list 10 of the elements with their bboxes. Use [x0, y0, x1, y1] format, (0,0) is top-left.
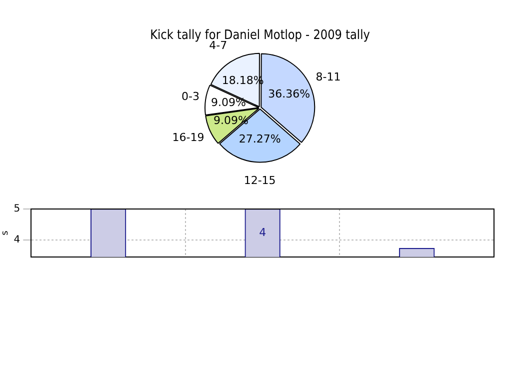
data-label: 9.09% — [210, 96, 246, 110]
slice-label: 8-11 — [316, 70, 341, 84]
slice-label: 16-19 — [172, 130, 204, 144]
y-tick-label: 5 — [14, 204, 20, 215]
data-label: 36.36% — [268, 87, 310, 100]
data-label: 27.27% — [238, 132, 281, 146]
annotation: 4 — [259, 226, 266, 239]
slice-label: 12-15 — [244, 174, 276, 187]
slice-label: 0-3 — [181, 90, 200, 104]
y-axis-title: s — [0, 230, 11, 236]
